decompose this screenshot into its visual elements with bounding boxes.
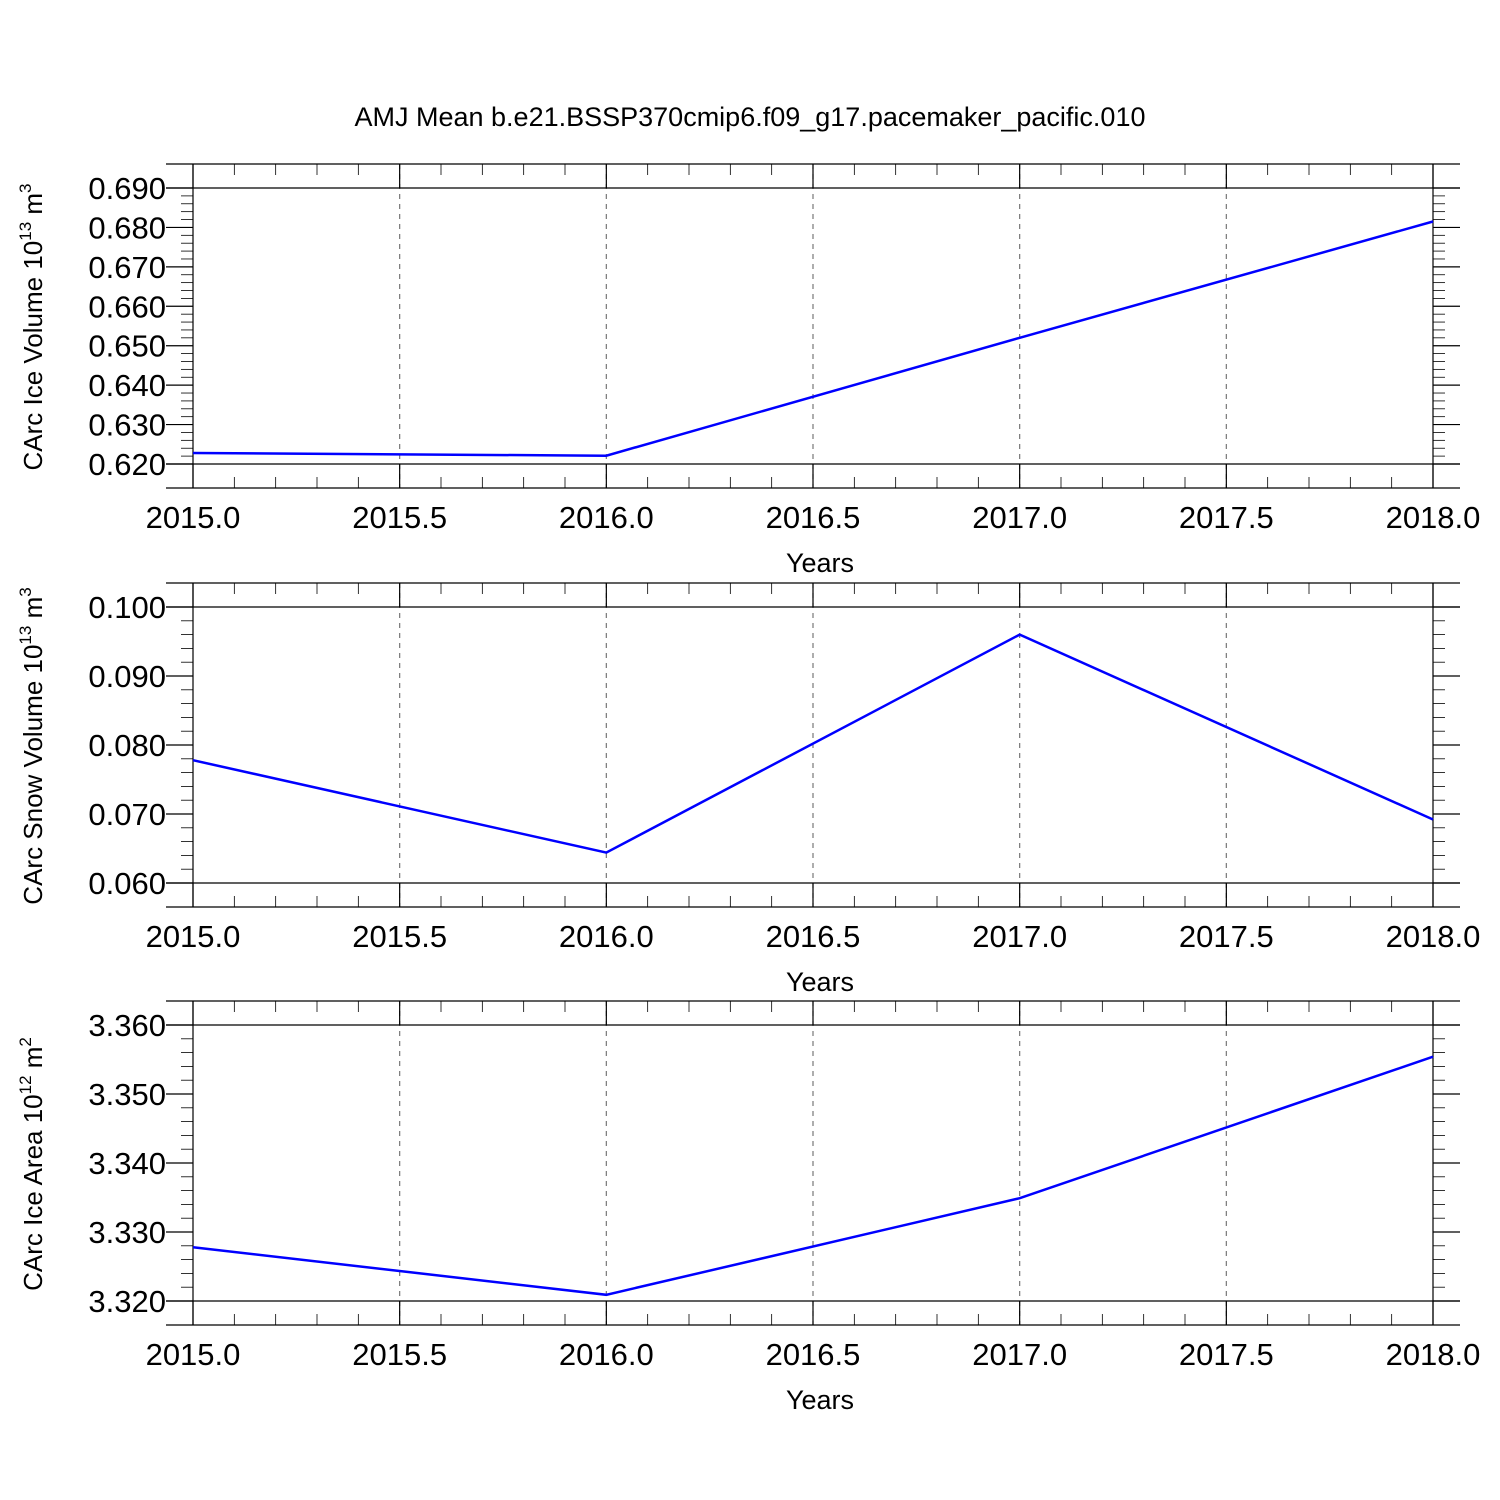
x-tick-label: 2017.0 xyxy=(972,1337,1067,1372)
y-tick-label: 0.100 xyxy=(88,590,166,625)
y-tick-label: 0.070 xyxy=(88,797,166,832)
y-axis-label: CArc Ice Volume 1013 m3 xyxy=(16,183,48,470)
y-tick-label: 0.620 xyxy=(88,447,166,482)
y-tick-label: 3.350 xyxy=(88,1077,166,1112)
y-tick-label: 0.690 xyxy=(88,171,166,206)
x-tick-label: 2015.5 xyxy=(352,919,447,954)
x-axis-label: Years xyxy=(786,548,854,578)
y-tick-label: 0.630 xyxy=(88,408,166,443)
x-tick-label: 2018.0 xyxy=(1386,1337,1481,1372)
x-tick-label: 2016.5 xyxy=(766,1337,861,1372)
chart-panel-3: 2015.0 2015.5 2016.0 2016.5 2017.0 2017.5 2018… xyxy=(16,1000,1481,1415)
y-tick-label: 3.340 xyxy=(88,1146,166,1181)
x-tick-label: 2015.0 xyxy=(146,1337,241,1372)
data-series-line xyxy=(192,633,1434,854)
y-tick-label: 0.670 xyxy=(88,250,166,285)
data-series-line xyxy=(192,1055,1434,1297)
x-tick-label: 2017.5 xyxy=(1179,500,1274,535)
y-tick-label: 3.320 xyxy=(88,1284,166,1319)
x-tick-label: 2017.5 xyxy=(1179,919,1274,954)
x-tick-label: 2018.0 xyxy=(1386,919,1481,954)
x-tick-label: 2016.0 xyxy=(559,1337,654,1372)
y-axis-label: CArc Ice Area 1012 m2 xyxy=(16,1037,48,1291)
x-tick-label: 2015.0 xyxy=(146,919,241,954)
x-tick-label: 2015.0 xyxy=(146,500,241,535)
y-tick-label: 0.680 xyxy=(88,210,166,245)
x-tick-label: 2016.0 xyxy=(559,919,654,954)
y-axis-label: CArc Snow Volume 1013 m3 xyxy=(16,587,48,904)
y-tick-label: 0.650 xyxy=(88,329,166,364)
x-tick-label: 2017.0 xyxy=(972,500,1067,535)
y-tick-label: 0.090 xyxy=(88,659,166,694)
chart-title: AMJ Mean b.e21.BSSP370cmip6.f09_g17.pace… xyxy=(355,102,1146,132)
data-series-line xyxy=(192,220,1434,457)
x-tick-label: 2016.5 xyxy=(766,500,861,535)
y-tick-label: 0.640 xyxy=(88,368,166,403)
y-tick-label: 0.060 xyxy=(88,866,166,901)
x-axis-label: Years xyxy=(786,967,854,997)
x-tick-label: 2017.5 xyxy=(1179,1337,1274,1372)
chart-panel-1: 2015.0 2015.5 2016.0 2016.5 2017.0 2017.5 2018… xyxy=(16,163,1481,578)
y-tick-label: 3.360 xyxy=(88,1008,166,1043)
y-tick-label: 0.660 xyxy=(88,289,166,324)
x-tick-label: 2017.0 xyxy=(972,919,1067,954)
chart-panel-2: 2015.0 2015.5 2016.0 2016.5 2017.0 2017.5 2018… xyxy=(16,582,1481,997)
x-tick-label: 2015.5 xyxy=(352,1337,447,1372)
x-tick-label: 2016.5 xyxy=(766,919,861,954)
x-tick-label: 2018.0 xyxy=(1386,500,1481,535)
x-tick-label: 2016.0 xyxy=(559,500,654,535)
y-tick-label: 3.330 xyxy=(88,1215,166,1250)
y-tick-label: 0.080 xyxy=(88,728,166,763)
x-axis-label: Years xyxy=(786,1385,854,1415)
x-tick-label: 2015.5 xyxy=(352,500,447,535)
